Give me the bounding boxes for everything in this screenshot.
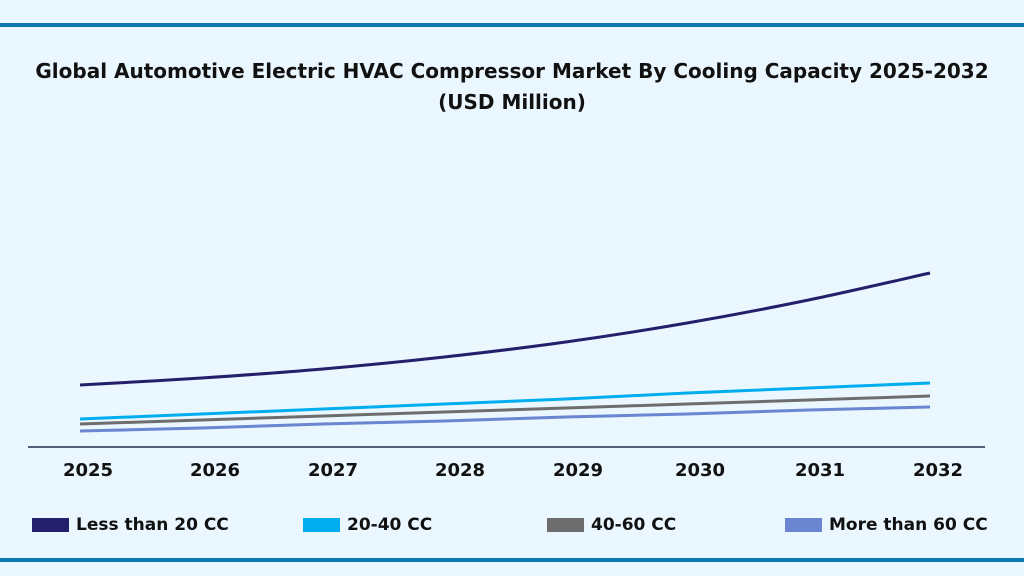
legend-item: Less than 20 CC — [32, 512, 229, 538]
chart-subtitle: (USD Million) — [438, 90, 586, 114]
top-border — [0, 23, 1024, 27]
legend-label: 20-40 CC — [347, 515, 433, 535]
series-line-3 — [79, 405, 931, 433]
legend-label: Less than 20 CC — [76, 515, 229, 535]
legend: Less than 20 CC 20-40 CC 40-60 CC More than… — [0, 512, 1024, 538]
legend-item: 20-40 CC — [303, 512, 432, 538]
x-tick-label: 2032 — [913, 460, 963, 481]
x-tick-label: 2027 — [308, 460, 358, 481]
legend-swatch — [547, 518, 584, 532]
legend-item: More than 60 CC — [785, 512, 988, 538]
x-tick-label: 2028 — [435, 460, 485, 481]
legend-swatch — [785, 518, 822, 532]
x-tick-label: 2029 — [553, 460, 603, 481]
series-lines — [79, 271, 931, 433]
chart-title: Global Automotive Electric HVAC Compress… — [0, 56, 1024, 118]
x-tick-label: 2026 — [190, 460, 240, 481]
x-tick-labels: 2025 2026 2027 2028 2029 2030 2031 2032 — [63, 460, 963, 481]
legend-swatch — [303, 518, 340, 532]
x-tick-label: 2030 — [675, 460, 725, 481]
legend-label: 40-60 CC — [591, 515, 677, 535]
legend-item: 40-60 CC — [547, 512, 676, 538]
series-line-0 — [79, 271, 931, 387]
series-line-2 — [79, 394, 931, 426]
legend-swatch — [32, 518, 69, 532]
x-tick-label: 2031 — [795, 460, 845, 481]
chart-title-text: Global Automotive Electric HVAC Compress… — [35, 59, 989, 83]
series-line-1 — [79, 381, 931, 421]
legend-label: More than 60 CC — [829, 515, 988, 535]
bottom-border — [0, 558, 1024, 562]
x-tick-label: 2025 — [63, 460, 113, 481]
